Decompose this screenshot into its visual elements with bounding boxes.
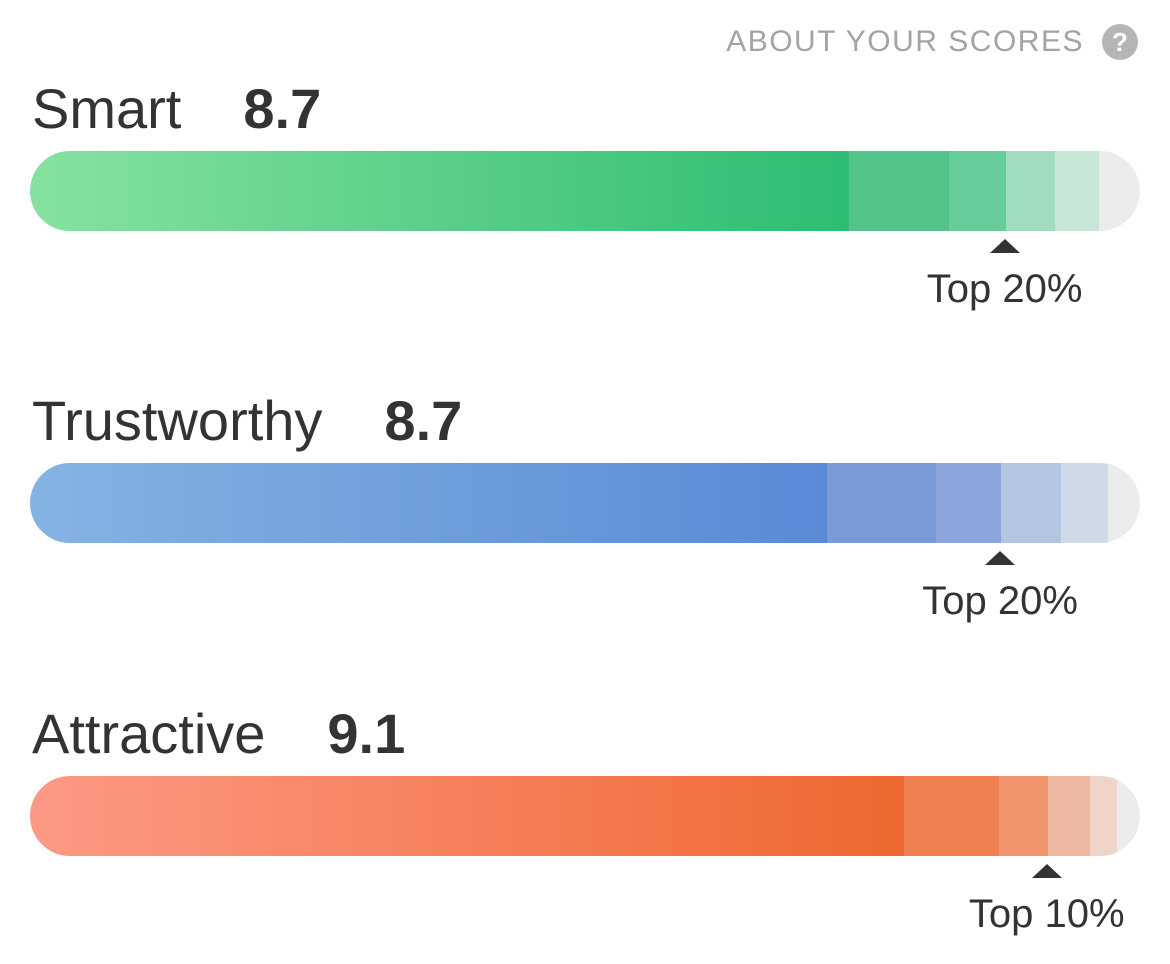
score-value: 9.1: [327, 702, 406, 765]
score-label: Smart: [32, 77, 182, 140]
bar-band-1: [849, 151, 950, 231]
bar-band-1: [826, 463, 936, 543]
bar-band-2: [935, 463, 1002, 543]
rank-label: Top 20%: [926, 267, 1083, 311]
bar-band-3: [1001, 463, 1062, 543]
marker-triangle-icon: [985, 551, 1016, 565]
bar-band-2: [949, 151, 1006, 231]
bar-fill-main: [30, 463, 827, 543]
score-value: 8.7: [243, 77, 322, 140]
rank-marker: Top 20%: [890, 551, 1110, 624]
rank-marker: Top 20%: [895, 239, 1115, 312]
bar-band-4: [1054, 151, 1099, 231]
score-label: Attractive: [32, 702, 266, 765]
bar-band-2: [999, 776, 1048, 856]
bar-fill-main: [30, 776, 904, 856]
bar-band-1: [903, 776, 1000, 856]
about-your-scores-label: ABOUT YOUR SCORES: [726, 25, 1084, 58]
marker-triangle-icon: [989, 239, 1020, 253]
score-value: 8.7: [384, 389, 463, 452]
bar-band-3: [1047, 776, 1091, 856]
rank-label: Top 10%: [968, 892, 1125, 936]
help-icon[interactable]: ?: [1102, 24, 1138, 60]
rank-label: Top 20%: [922, 579, 1078, 623]
bar-band-4: [1061, 463, 1108, 543]
bar-band-3: [1005, 151, 1055, 231]
marker-triangle-icon: [1031, 864, 1062, 878]
score-card-smart: Smart 8.7 Top 20%: [30, 76, 1140, 336]
score-label: Trustworthy: [32, 389, 323, 452]
score-card-trustworthy: Trustworthy 8.7 Top 20%: [30, 388, 1140, 648]
about-your-scores-link[interactable]: ABOUT YOUR SCORES ?: [726, 24, 1138, 60]
score-bar: [30, 776, 1140, 856]
score-card-attractive: Attractive 9.1 Top 10%: [30, 701, 1140, 961]
score-bar: [30, 151, 1140, 231]
rank-marker: Top 10%: [937, 864, 1157, 937]
score-bar: [30, 463, 1140, 543]
bar-fill-main: [30, 151, 850, 231]
bar-band-4: [1090, 776, 1117, 856]
